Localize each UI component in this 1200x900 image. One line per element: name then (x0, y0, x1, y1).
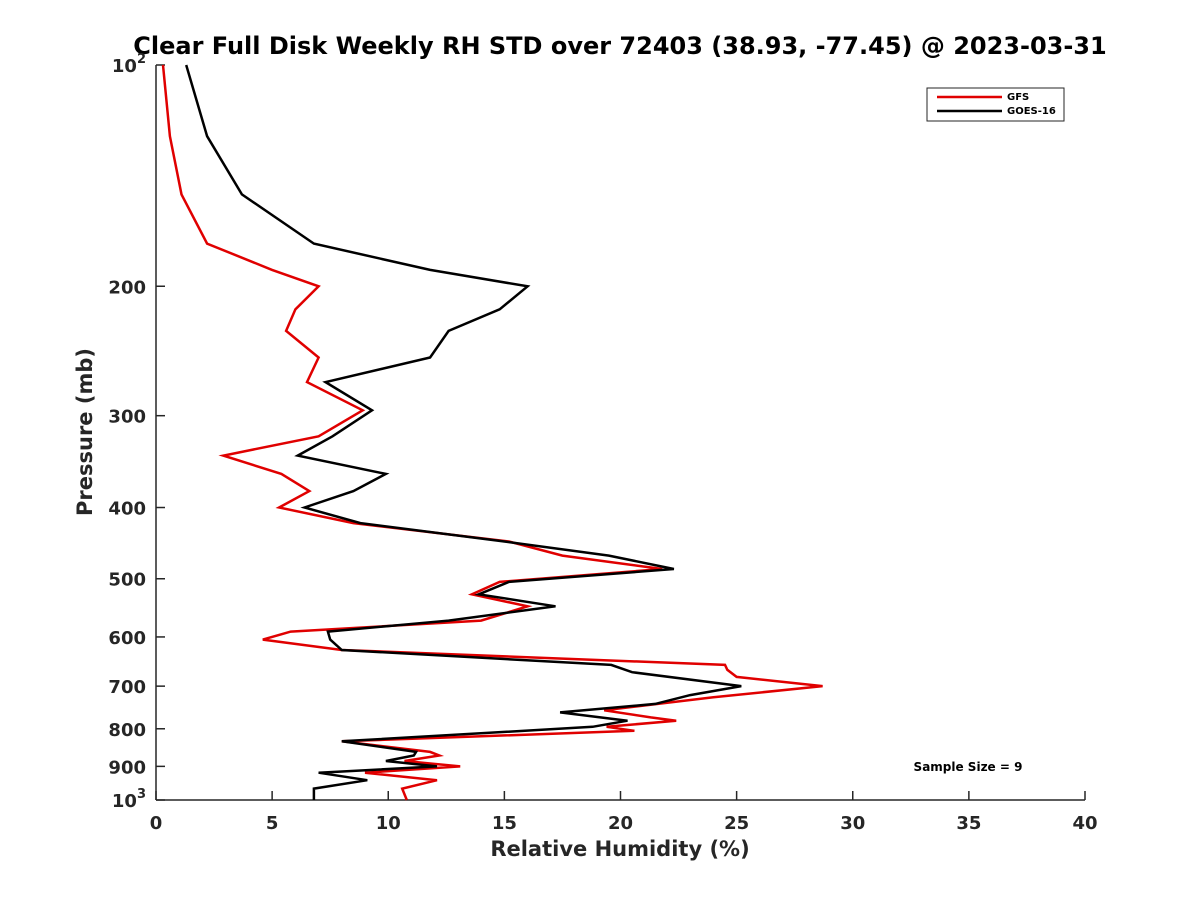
x-tick-label: 25 (724, 813, 749, 834)
series-line-goes16 (185, 64, 742, 800)
x-tick-label: 15 (492, 813, 517, 834)
sample-size-annotation: Sample Size = 9 (914, 760, 1023, 774)
y-tick-label: 800 (108, 720, 146, 741)
plot-area: 0 5 10 15 20 25 30 35 40 102 200 300 400 500 600 700 80… (108, 52, 1097, 834)
x-tick-label: 30 (840, 813, 865, 834)
x-tick-label: 20 (608, 813, 633, 834)
legend-label-goes16: GOES-16 (1007, 106, 1056, 117)
x-tick-label: 10 (376, 813, 401, 834)
y-tick-label: 300 (108, 407, 146, 428)
y-tick-label: 600 (108, 628, 146, 649)
y-tick-label: 700 (108, 677, 146, 698)
legend-box (926, 87, 1065, 122)
y-tick-label: 200 (108, 277, 146, 298)
y-tick-label: 900 (108, 757, 146, 778)
y-ticks: 102 200 300 400 500 600 700 800 900 103 (108, 52, 165, 812)
series-lines (161, 64, 823, 801)
y-tick-label: 102 (112, 52, 146, 77)
y-tick-label: 400 (108, 499, 146, 520)
x-axis-label: Relative Humidity (%) (490, 837, 749, 861)
y-tick-label: 103 (112, 787, 146, 812)
x-tick-label: 0 (150, 813, 163, 834)
x-tick-label: 40 (1072, 813, 1097, 834)
x-ticks: 0 5 10 15 20 25 30 35 40 (150, 791, 1098, 834)
legend: GFS GOES-16 (926, 87, 1065, 122)
y-axis-label: Pressure (mb) (73, 348, 97, 516)
legend-label-gfs: GFS (1007, 92, 1029, 103)
y-tick-label: 500 (108, 570, 146, 591)
x-tick-label: 5 (266, 813, 279, 834)
chart-title: Clear Full Disk Weekly RH STD over 72403… (133, 32, 1106, 60)
x-tick-label: 35 (956, 813, 981, 834)
